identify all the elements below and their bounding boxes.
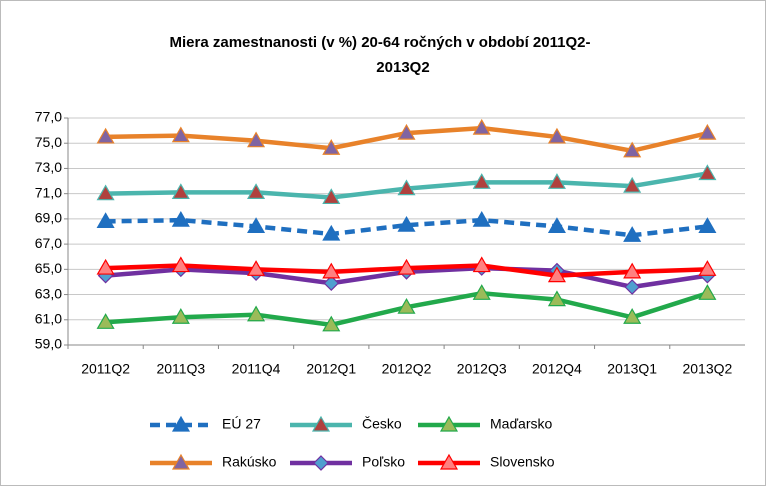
data-point [171, 308, 190, 324]
data-point [698, 284, 717, 300]
data-point [397, 215, 416, 232]
legend-label: EÚ 27 [222, 416, 261, 432]
legend-marker [171, 415, 191, 432]
data-point [96, 212, 115, 229]
data-point [322, 315, 341, 332]
data-point [698, 164, 717, 181]
data-point [96, 258, 115, 275]
y-tick-label: 65,0 [35, 260, 62, 276]
data-point [397, 179, 416, 196]
data-point [96, 313, 115, 329]
data-point [397, 297, 416, 314]
data-point [322, 139, 341, 155]
x-tick-label: 2012Q3 [457, 361, 507, 377]
data-point [547, 217, 566, 234]
data-point [247, 217, 266, 234]
x-tick-label: 2012Q2 [382, 361, 432, 377]
x-tick-label: 2013Q1 [607, 361, 657, 377]
y-tick-label: 61,0 [35, 310, 62, 326]
data-point [322, 188, 341, 205]
data-point [623, 262, 642, 279]
legend-marker [439, 453, 459, 470]
y-tick-label: 63,0 [35, 285, 62, 301]
data-point [623, 176, 642, 193]
series-line [105, 217, 708, 238]
legend-marker [313, 455, 329, 471]
data-point [698, 123, 717, 140]
data-point [96, 127, 115, 144]
data-point [472, 118, 491, 135]
data-point [547, 266, 566, 283]
data-point [323, 275, 340, 292]
data-point [547, 290, 566, 307]
data-point [623, 141, 642, 158]
legend-label: Poľsko [362, 454, 405, 470]
chart-title: 2013Q2 [376, 59, 429, 76]
data-point [698, 260, 717, 276]
data-point [623, 226, 642, 242]
data-point [624, 279, 641, 295]
legend-label: Rakúsko [222, 454, 277, 470]
y-tick-label: 75,0 [35, 134, 62, 150]
x-tick-label: 2013Q2 [682, 361, 732, 377]
y-tick-label: 71,0 [35, 184, 62, 200]
x-tick-label: 2012Q4 [532, 361, 582, 377]
data-point [171, 126, 190, 143]
legend-label: Česko [362, 416, 402, 432]
legend-marker [311, 415, 331, 432]
x-tick-label: 2011Q3 [156, 361, 205, 377]
data-point [472, 256, 491, 273]
data-point [623, 308, 642, 324]
legend-label: Maďarsko [490, 416, 553, 432]
legend-marker [171, 453, 191, 470]
data-point [547, 173, 566, 189]
x-tick-label: 2011Q2 [81, 361, 130, 377]
legend-label: Slovensko [490, 454, 555, 470]
data-point [171, 183, 190, 200]
y-tick-label: 69,0 [35, 210, 62, 226]
data-point [397, 123, 416, 140]
y-tick-label: 73,0 [35, 159, 62, 175]
data-point [171, 210, 190, 227]
data-point [547, 127, 566, 144]
data-point [698, 217, 717, 234]
data-point [247, 305, 266, 322]
data-point [247, 260, 266, 276]
data-point [472, 210, 491, 227]
y-tick-label: 59,0 [35, 336, 62, 352]
data-point [472, 284, 491, 300]
data-point [247, 183, 266, 200]
data-point [171, 256, 190, 273]
legend-marker [439, 415, 459, 432]
y-tick-label: 67,0 [35, 235, 62, 251]
data-point [322, 224, 341, 241]
x-tick-label: 2011Q4 [232, 361, 281, 377]
x-tick-label: 2012Q1 [306, 361, 356, 377]
data-point [472, 173, 491, 189]
data-point [397, 258, 416, 275]
data-point [322, 262, 341, 279]
data-point [247, 131, 266, 148]
chart-title: Miera zamestnanosti (v %) 20-64 ročných … [170, 34, 591, 51]
data-point [96, 184, 115, 201]
y-tick-label: 77,0 [35, 109, 62, 125]
